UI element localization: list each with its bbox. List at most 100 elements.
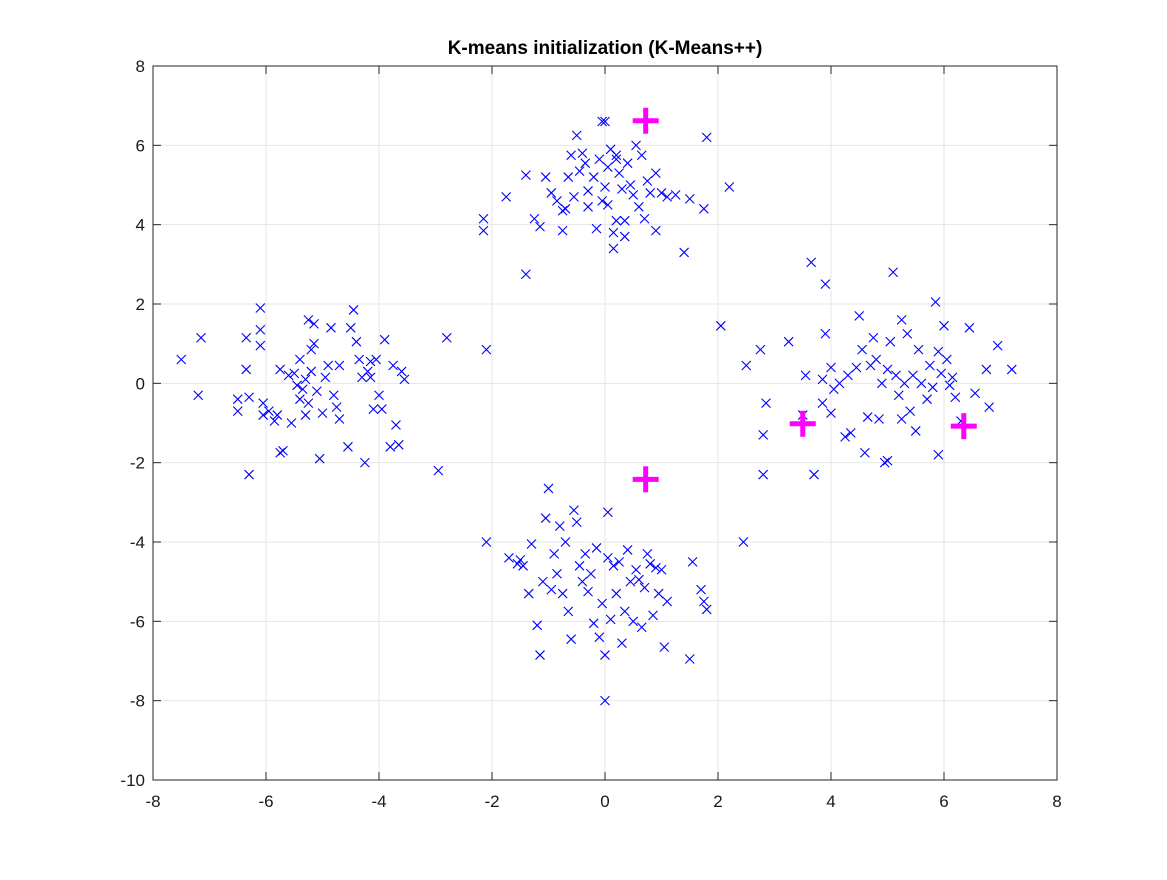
data-point bbox=[639, 582, 650, 593]
data-point bbox=[365, 372, 376, 383]
centroid-marker bbox=[632, 466, 659, 493]
x-tick-label: 8 bbox=[1052, 792, 1061, 811]
y-tick-label: 0 bbox=[136, 374, 145, 393]
data-point bbox=[608, 560, 619, 571]
data-point bbox=[549, 549, 560, 559]
data-point bbox=[580, 158, 591, 169]
data-point bbox=[820, 328, 831, 339]
data-point bbox=[679, 247, 689, 258]
data-point bbox=[758, 469, 769, 480]
data-point bbox=[552, 568, 562, 579]
x-tick-label: 2 bbox=[713, 792, 722, 811]
data-point bbox=[331, 402, 342, 413]
data-point bbox=[303, 314, 314, 325]
data-point bbox=[622, 545, 633, 555]
data-point bbox=[924, 360, 935, 371]
data-point bbox=[882, 364, 893, 375]
data-point bbox=[371, 354, 382, 365]
data-point bbox=[600, 182, 610, 192]
data-point bbox=[309, 338, 319, 349]
data-point bbox=[328, 390, 339, 401]
data-point bbox=[523, 588, 534, 599]
data-point bbox=[860, 447, 870, 458]
data-point bbox=[433, 465, 444, 476]
data-point bbox=[583, 586, 593, 597]
data-point bbox=[913, 344, 924, 355]
data-point bbox=[634, 574, 644, 585]
data-point bbox=[684, 654, 695, 664]
data-point bbox=[662, 596, 673, 607]
centroid-marker bbox=[789, 410, 816, 437]
data-point bbox=[272, 410, 283, 420]
data-point bbox=[602, 199, 613, 210]
grid-lines bbox=[152, 65, 1058, 781]
data-point bbox=[1006, 364, 1017, 375]
data-point bbox=[385, 441, 396, 452]
x-tick-label: 6 bbox=[939, 792, 948, 811]
data-point bbox=[891, 370, 901, 381]
data-point bbox=[800, 370, 811, 381]
data-point bbox=[326, 322, 336, 333]
data-point bbox=[354, 354, 365, 365]
data-point bbox=[868, 332, 879, 343]
x-axis-ticks: -8 -6 -4 -2 0 2 4 6 8 bbox=[145, 66, 1062, 811]
data-point bbox=[295, 394, 305, 405]
data-point bbox=[481, 344, 492, 355]
data-point bbox=[602, 162, 613, 173]
data-point bbox=[602, 507, 613, 518]
data-point bbox=[761, 398, 771, 409]
data-point bbox=[611, 150, 622, 161]
data-point bbox=[560, 537, 571, 547]
data-point bbox=[896, 414, 907, 424]
data-point bbox=[617, 638, 627, 649]
data-point bbox=[275, 364, 286, 375]
data-point bbox=[642, 176, 653, 186]
data-point bbox=[992, 340, 1003, 351]
data-point bbox=[622, 158, 633, 169]
data-point bbox=[882, 455, 893, 466]
data-point bbox=[535, 221, 545, 232]
data-point bbox=[843, 370, 853, 381]
data-point bbox=[611, 588, 622, 599]
data-point bbox=[295, 354, 305, 365]
data-point bbox=[263, 406, 274, 416]
data-point bbox=[908, 370, 918, 381]
data-point bbox=[899, 378, 910, 389]
data-point bbox=[650, 562, 661, 573]
data-point bbox=[902, 328, 913, 339]
y-tick-label: 4 bbox=[136, 216, 145, 235]
data-point bbox=[196, 332, 206, 343]
data-point bbox=[662, 192, 673, 202]
data-point bbox=[255, 303, 266, 313]
data-point bbox=[922, 394, 932, 405]
data-point bbox=[933, 346, 944, 357]
data-point bbox=[817, 398, 828, 409]
data-point bbox=[639, 213, 650, 224]
data-point bbox=[981, 364, 992, 375]
data-point bbox=[826, 408, 836, 418]
data-point bbox=[258, 398, 269, 409]
data-point bbox=[617, 184, 627, 194]
data-point bbox=[650, 225, 661, 236]
data-point bbox=[552, 195, 562, 206]
x-tick-label: -8 bbox=[145, 792, 160, 811]
data-point bbox=[574, 166, 585, 177]
data-point bbox=[574, 560, 585, 571]
data-point bbox=[684, 193, 695, 204]
data-point bbox=[529, 213, 540, 224]
data-point bbox=[388, 360, 399, 371]
data-point bbox=[563, 606, 574, 617]
y-tick-label: -8 bbox=[130, 692, 145, 711]
data-point bbox=[365, 356, 376, 367]
data-point bbox=[851, 362, 862, 373]
data-point bbox=[738, 537, 749, 547]
data-point bbox=[933, 449, 944, 460]
data-point bbox=[580, 549, 591, 559]
data-point bbox=[857, 344, 867, 355]
data-point bbox=[905, 406, 915, 416]
data-point bbox=[984, 402, 995, 413]
data-point bbox=[648, 610, 658, 621]
data-point bbox=[631, 140, 641, 151]
data-point bbox=[303, 398, 314, 409]
